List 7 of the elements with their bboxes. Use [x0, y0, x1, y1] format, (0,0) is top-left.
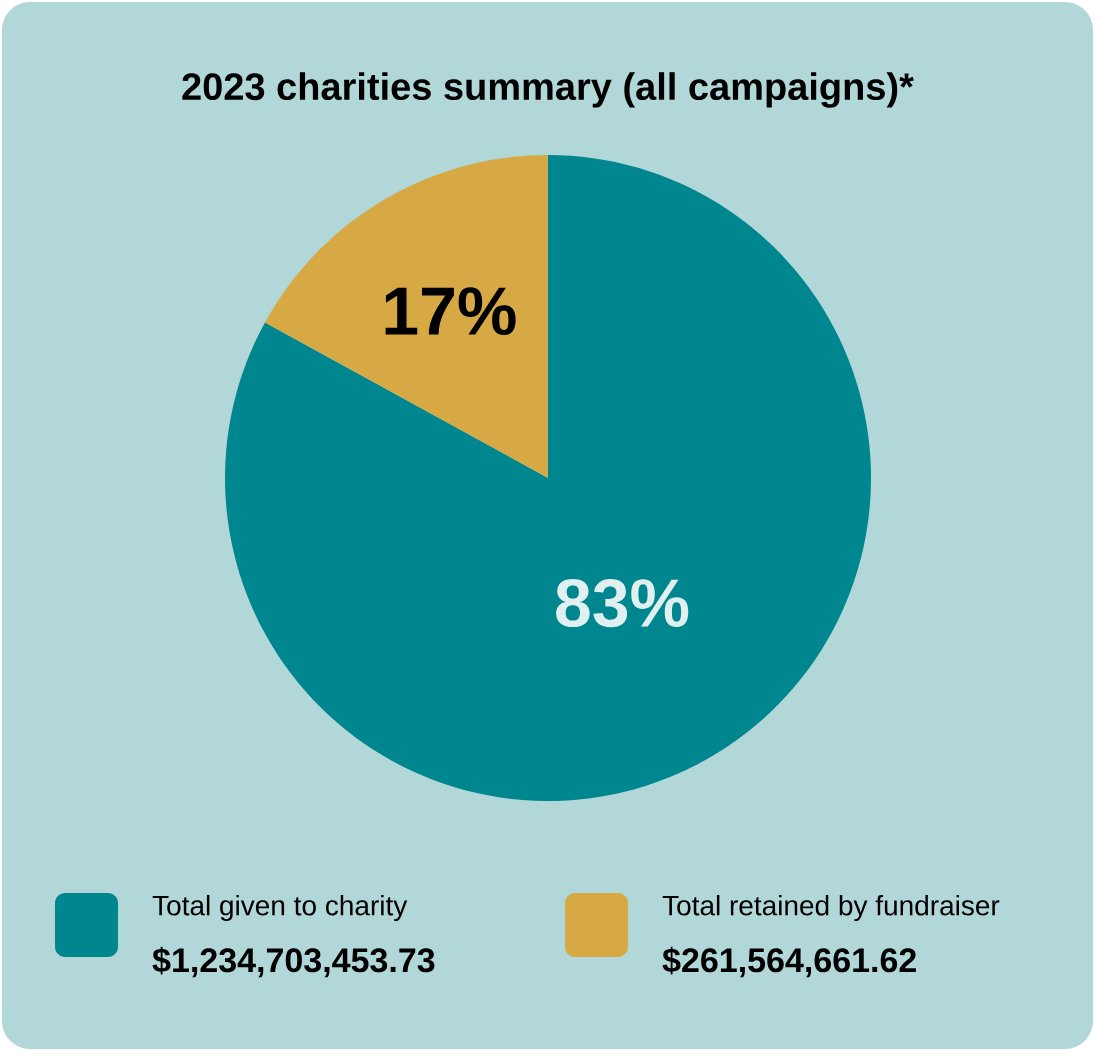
legend-label: Total retained by fundraiser [662, 894, 1000, 922]
text: $1,234,703,453.73 [152, 946, 435, 978]
legend-label: Total given to charity [152, 894, 408, 922]
data-label: 17% [385, 287, 516, 336]
text: $261,564,661.62 [662, 946, 916, 978]
chart-title: 2023 charities summary (all campaigns)* [182, 72, 914, 108]
data-label: 83% [556, 578, 689, 628]
